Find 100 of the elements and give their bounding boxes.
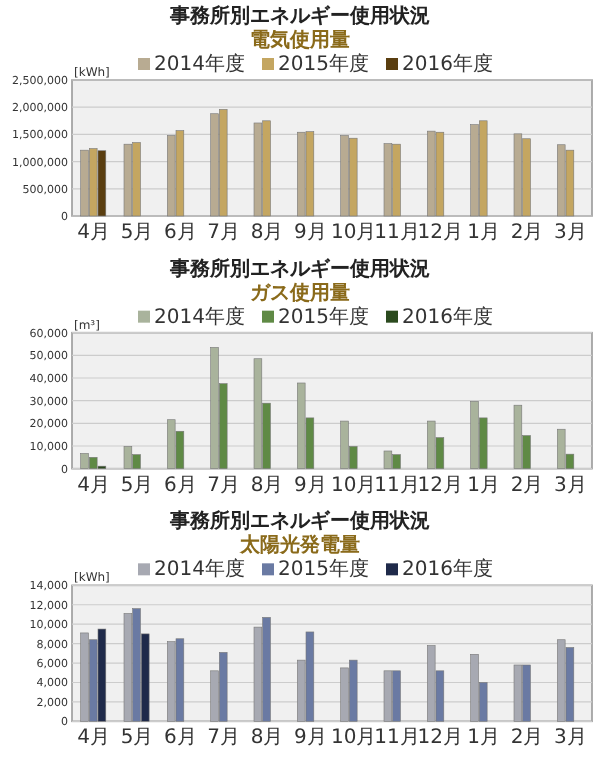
chart-title: 事務所別エネルギー使用状況 [168,256,430,281]
bar [427,130,436,217]
x-tick-label: 12月 [417,474,464,497]
bar [89,457,98,469]
bar [132,454,141,469]
bar [479,682,488,722]
x-tick-label: 6月 [163,222,197,244]
bar [513,404,523,469]
legend-label: 2014年度 [154,52,245,76]
x-tick-label: 7月 [207,222,241,244]
x-tick-label: 2月 [510,474,544,497]
bar [123,446,133,469]
legend-label: 2016年度 [402,52,493,76]
bar [132,142,141,217]
bar [435,131,445,217]
bar [305,131,315,217]
bar [565,647,575,722]
bar [522,138,531,217]
bar [262,120,271,217]
x-tick-label: 9月 [293,222,327,244]
bar [522,435,531,469]
legend-label: 2016年度 [402,304,493,329]
bar [297,382,306,469]
legend-label: 2015年度 [278,304,369,329]
x-tick-label: 3月 [553,222,587,244]
x-tick-label: 8月 [250,727,284,750]
legend-label: 2014年度 [154,557,245,582]
x-tick-label: 11月 [374,474,420,497]
x-tick-label: 10月 [330,727,377,750]
bar [167,135,176,217]
chart-subtitle: 太陽光発電量 [238,533,360,558]
bar [210,113,219,217]
x-tick-label: 11月 [374,222,420,244]
bar [565,453,575,469]
bar [80,632,89,722]
bar [97,628,107,722]
bar [167,641,176,722]
bar [383,143,393,217]
bar [435,670,445,722]
bar [175,638,185,722]
bar [340,420,349,469]
x-tick-label: 8月 [250,222,284,244]
bar [123,143,133,217]
x-tick-label: 1月 [467,474,501,497]
bar [470,654,479,722]
bar [305,417,315,469]
bar [297,131,306,217]
bar [557,144,566,217]
bar [557,428,566,469]
x-tick-label: 1月 [467,222,501,244]
x-tick-label: 6月 [163,727,197,750]
bar [123,613,133,722]
bar [470,124,479,217]
bar [253,626,263,722]
bar [210,670,219,722]
bar [479,417,488,469]
bar [392,454,401,469]
x-tick-label: 12月 [417,222,464,244]
bar [349,446,358,469]
x-tick-label: 5月 [120,727,154,750]
chart-title: 事務所別エネルギー使用状況 [168,4,430,28]
bar [557,639,566,722]
chart-title: 事務所別エネルギー使用状況 [168,509,430,534]
bar [297,659,306,722]
x-tick-label: 8月 [250,474,284,497]
bar [340,135,349,217]
bar [262,617,271,722]
x-tick-label: 9月 [293,727,327,750]
bar [132,608,141,722]
bar [513,133,523,217]
bar [305,631,315,722]
bar [522,664,531,722]
bar [383,450,393,469]
bar [340,667,349,722]
bar [219,383,228,469]
x-tick-label: 12月 [417,727,464,750]
bar [210,347,219,469]
x-tick-label: 7月 [207,474,241,497]
bar [479,120,488,217]
bar [89,639,98,722]
x-tick-label: 1月 [467,727,501,750]
x-tick-label: 5月 [120,222,154,244]
bar [219,652,228,722]
bar [219,109,228,217]
x-tick-label: 3月 [553,474,587,497]
x-tick-label: 3月 [553,727,587,750]
x-tick-label: 2月 [510,727,544,750]
x-tick-label: 2月 [510,222,544,244]
x-tick-label: 4月 [77,222,111,244]
bar [470,401,479,469]
bar [392,670,401,722]
bar [383,670,393,722]
legend-label: 2014年度 [154,304,245,329]
bar [80,149,89,217]
bar [253,122,263,217]
bar [167,419,176,469]
legend-label: 2016年度 [402,557,493,582]
bar [175,430,185,469]
x-tick-label: 6月 [163,474,197,497]
x-tick-label: 10月 [330,222,377,244]
